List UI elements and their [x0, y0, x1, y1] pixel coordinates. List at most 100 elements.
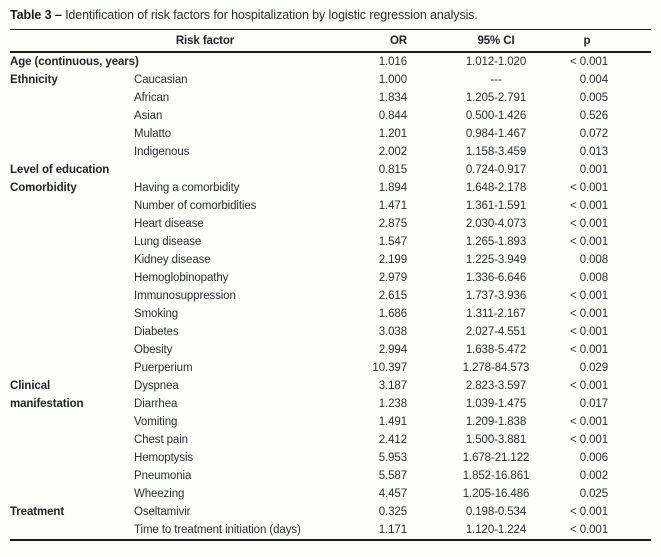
- factor-cell: Diabetes: [134, 326, 179, 338]
- table-row: Age (continuous, years) 1.016 1.012-1.020 <…: [10, 52, 651, 71]
- group-cell: Comorbidity: [10, 182, 77, 194]
- group-cell: [10, 89, 134, 107]
- factor-cell: Having a comorbidity: [134, 182, 240, 194]
- group-cell: Ethnicity: [10, 74, 58, 86]
- group-cell: [10, 521, 134, 541]
- ci-cell: 2.823-3.597: [465, 380, 527, 392]
- factor-cell: Kidney disease: [134, 254, 211, 266]
- group-cell: [10, 215, 134, 233]
- factor-cell: Puerperium: [134, 362, 193, 374]
- factor-cell: Pneumonia: [134, 470, 192, 482]
- table-row: manifestation Diarrhea 1.238 1.039-1.475 0.0…: [10, 395, 651, 413]
- p-cell: 0.029: [579, 362, 608, 374]
- p-cell: 0.526: [579, 110, 608, 122]
- table-row: Smoking 1.686 1.311-2.167 < 0.001: [10, 305, 651, 323]
- group-cell: Level of education: [10, 164, 110, 176]
- table-row: Obesity 2.994 1.638-5.472 < 0.001: [10, 341, 651, 359]
- ci-cell: 1.012-1.020: [465, 56, 527, 68]
- ci-cell: 1.311-2.167: [466, 308, 526, 320]
- table-row: Clinical Dyspnea 3.187 2.823-3.597 < 0.001: [10, 377, 651, 395]
- or-cell: 2.412: [378, 434, 407, 446]
- or-cell: 1.238: [378, 398, 407, 410]
- p-cell: < 0.001: [570, 380, 608, 392]
- p-cell: < 0.001: [570, 434, 608, 446]
- table-row: Hemoglobinopathy 2.979 1.336-6.646 0.008: [10, 269, 651, 287]
- ci-cell: 1.648-2.178: [465, 182, 527, 194]
- table-row: Time to treatment initiation (days) 1.171…: [10, 521, 651, 541]
- factor-cell: [134, 161, 345, 179]
- factor-cell: African: [134, 92, 170, 104]
- table-row: Ethnicity Caucasian 1.000 --- 0.004: [10, 71, 651, 89]
- ci-cell: 1.737-3.936: [465, 290, 527, 302]
- table-caption-dash-glyph: –: [54, 8, 62, 22]
- p-cell: 0.013: [579, 146, 608, 158]
- or-cell: 2.002: [378, 146, 407, 158]
- p-cell: 0.017: [579, 398, 608, 410]
- group-cell: [10, 269, 134, 287]
- ci-cell: 0.984-1.467: [465, 128, 527, 140]
- factor-cell: Time to treatment initiation (days): [134, 521, 345, 541]
- ci-cell: 1.225-3.949: [465, 254, 527, 266]
- ci-cell: 1.158-3.459: [465, 146, 527, 158]
- p-cell: < 0.001: [570, 416, 608, 428]
- column-header-risk-factor: Risk factor: [10, 29, 345, 53]
- p-cell: 0.072: [579, 128, 608, 140]
- ci-cell: 1.205-2.791: [465, 92, 527, 104]
- or-cell: 2.199: [378, 254, 407, 266]
- or-cell: 0.815: [378, 164, 407, 176]
- factor-cell: Vomiting: [134, 416, 178, 428]
- or-cell: 2.994: [378, 344, 407, 356]
- ci-cell: 0.724-0.917: [465, 164, 527, 176]
- table-row: Indigenous 2.002 1.158-3.459 0.013: [10, 143, 651, 161]
- factor-cell: Indigenous: [134, 146, 190, 158]
- factor-cell: Immunosuppression: [134, 290, 236, 302]
- table-row: Immunosuppression 2.615 1.737-3.936 < 0.001: [10, 287, 651, 305]
- ci-cell: 2.027-4.551: [465, 326, 527, 338]
- or-cell: 2.875: [378, 218, 407, 230]
- ci-cell: ---: [490, 74, 502, 86]
- table-caption-label: Table 3: [10, 8, 52, 22]
- or-cell: 1.016: [378, 56, 407, 68]
- table-row: Wheezing 4.457 1.205-16.486 0.025: [10, 485, 651, 503]
- table-row: Treatment Oseltamivir 0.325 0.198-0.534 < 0.…: [10, 503, 651, 521]
- or-cell: 0.325: [378, 506, 407, 518]
- or-cell: 0.844: [378, 110, 407, 122]
- group-cell: manifestation: [10, 398, 84, 410]
- or-cell: 4.457: [378, 488, 407, 500]
- p-cell: < 0.001: [570, 290, 608, 302]
- ci-cell: 1.336-6.646: [465, 272, 527, 284]
- p-cell: < 0.001: [570, 182, 608, 194]
- p-cell: < 0.001: [570, 308, 608, 320]
- ci-cell: 1.278-84.573: [462, 362, 530, 374]
- p-cell: 0.004: [579, 74, 608, 86]
- table-row: Lung disease 1.547 1.265-1.893 < 0.001: [10, 233, 651, 251]
- table-row: Asian 0.844 0.500-1.426 0.526: [10, 107, 651, 125]
- or-cell: 1.547: [378, 236, 407, 248]
- regression-table: Risk factor OR 95% CI p Age (continuous,…: [10, 29, 651, 541]
- factor-cell: Diarrhea: [134, 398, 178, 410]
- regression-table-wrap: Risk factor OR 95% CI p Age (continuous,…: [10, 29, 651, 541]
- factor-cell: Oseltamivir: [134, 506, 191, 518]
- group-cell: [10, 197, 134, 215]
- ci-cell: 1.500-3.881: [465, 434, 527, 446]
- ci-cell: 1.361-1.591: [465, 200, 527, 212]
- table-row: Vomiting 1.491 1.209-1.838 < 0.001: [10, 413, 651, 431]
- column-header-p: p: [566, 29, 651, 53]
- group-cell: [10, 485, 134, 503]
- table-caption-text: Identification of risk factors for hospi…: [65, 8, 478, 22]
- factor-cell: Lung disease: [134, 236, 202, 248]
- or-cell: 3.187: [378, 380, 407, 392]
- p-cell: 0.001: [579, 164, 608, 176]
- table-body: Age (continuous, years) 1.016 1.012-1.020 <…: [10, 52, 651, 541]
- group-cell: [10, 233, 134, 251]
- ci-cell: 2.030-4.073: [465, 218, 527, 230]
- ci-cell: 1.638-5.472: [465, 344, 527, 356]
- group-cell: [10, 125, 134, 143]
- p-cell: 0.002: [579, 470, 608, 482]
- p-cell: < 0.001: [570, 344, 608, 356]
- p-cell: < 0.001: [570, 236, 608, 248]
- p-cell: 0.006: [579, 452, 608, 464]
- group-cell: [10, 341, 134, 359]
- or-cell: 1.834: [378, 92, 407, 104]
